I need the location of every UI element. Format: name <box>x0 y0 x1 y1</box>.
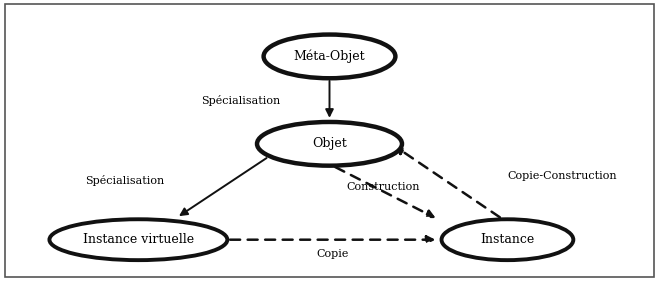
Ellipse shape <box>264 34 395 78</box>
Ellipse shape <box>49 219 227 260</box>
Text: Construction: Construction <box>346 182 420 192</box>
Text: Copie-Construction: Copie-Construction <box>507 171 617 181</box>
Text: Copie: Copie <box>316 249 349 259</box>
Text: Objet: Objet <box>312 137 347 150</box>
Ellipse shape <box>442 219 573 260</box>
Text: Spécialisation: Spécialisation <box>201 94 280 106</box>
Text: Méta-Objet: Méta-Objet <box>294 50 365 63</box>
Ellipse shape <box>257 122 402 166</box>
Text: Instance virtuelle: Instance virtuelle <box>83 233 194 246</box>
Text: Spécialisation: Spécialisation <box>86 175 165 186</box>
Text: Instance: Instance <box>480 233 534 246</box>
